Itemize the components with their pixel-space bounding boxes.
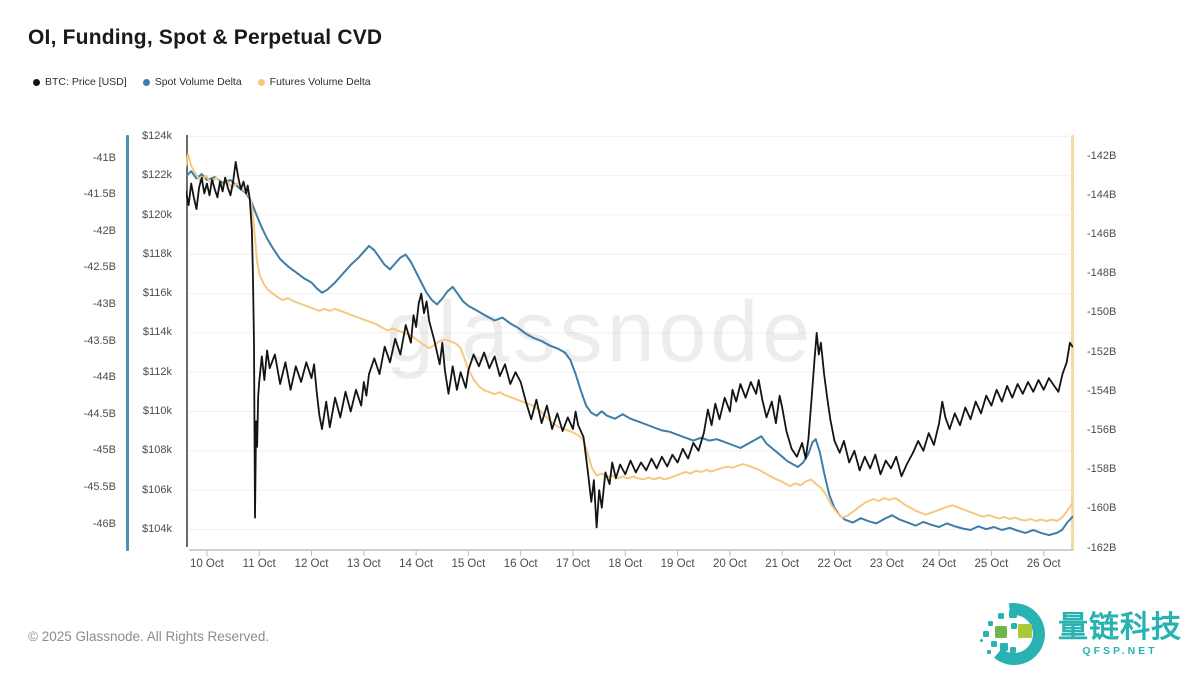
x-axis-tick-label: 26 Oct	[1026, 558, 1061, 570]
axis-tick-label: -41.5B	[83, 188, 116, 201]
x-axis-tick-label: 16 Oct	[503, 558, 538, 570]
x-axis-tick-label: 12 Oct	[294, 558, 329, 570]
mosaic-square	[998, 613, 1004, 619]
mosaic-square	[1000, 643, 1008, 651]
legend-item-btc-price[interactable]: BTC: Price [USD]	[33, 76, 127, 88]
axis-tick-label: -46B	[92, 517, 116, 530]
mosaic-square	[988, 621, 993, 626]
x-axis-tick-label: 18 Oct	[608, 558, 643, 570]
x-axis-tick-label: 24 Oct	[922, 558, 957, 570]
mosaic-square	[980, 639, 983, 642]
brand-mosaic-globe-icon	[980, 603, 1045, 665]
x-axis-tick-label: 14 Oct	[399, 558, 434, 570]
legend-label: Futures Volume Delta	[269, 76, 371, 88]
axis-tick-label: -44.5B	[83, 407, 116, 420]
axis-tick-label: -150B	[1087, 306, 1117, 319]
mosaic-square	[1018, 606, 1023, 611]
x-axis-tick-label: 21 Oct	[765, 558, 800, 570]
axis-tick-label: -154B	[1087, 384, 1117, 397]
spot-volume-delta-legend-dot-icon	[142, 78, 150, 86]
legend-label: BTC: Price [USD]	[45, 76, 127, 88]
btc-price-usd--line	[186, 160, 1073, 529]
spot-axis-bar	[126, 135, 129, 551]
mosaic-square	[987, 650, 991, 654]
mosaic-square	[1011, 623, 1017, 629]
axis-tick-label: $118k	[142, 247, 172, 260]
legend: BTC: Price [USD] Spot Volume Delta Futur…	[33, 76, 371, 88]
brand-text: 量链科技 QFSP.NET	[1058, 611, 1182, 657]
x-axis-tick-label: 23 Oct	[869, 558, 904, 570]
axis-tick-label: $120k	[142, 208, 172, 221]
axis-tick-label: -162B	[1087, 541, 1117, 554]
axis-tick-label: -158B	[1087, 463, 1117, 476]
axis-tick-label: -148B	[1087, 267, 1117, 280]
axis-tick-label: -160B	[1087, 502, 1117, 515]
axis-tick-label: -43B	[92, 297, 116, 310]
mosaic-square	[1002, 655, 1007, 660]
copyright: © 2025 Glassnode. All Rights Reserved.	[28, 629, 270, 644]
page-title: OI, Funding, Spot & Perpetual CVD	[28, 26, 383, 49]
plot-area[interactable]: glassnode	[186, 135, 1073, 559]
axis-tick-label: -44B	[92, 371, 116, 384]
mosaic-square	[1010, 647, 1016, 653]
mosaic-square	[1014, 656, 1018, 660]
axis-tick-label: $116k	[142, 287, 172, 300]
axis-tick-label: -45.5B	[83, 481, 116, 493]
x-axis-tick-label: 13 Oct	[346, 558, 381, 570]
brand-logo[interactable]: 量链科技 QFSP.NET	[978, 601, 1182, 667]
axis-tick-label: -45B	[92, 444, 116, 457]
axis-tick-label: -42B	[92, 224, 116, 237]
legend-label: Spot Volume Delta	[154, 76, 242, 88]
x-axis-tick-label: 20 Oct	[712, 558, 747, 570]
x-axis-tick-label: 17 Oct	[556, 558, 590, 570]
axis-tick-label: $124k	[142, 129, 172, 142]
mosaic-square	[991, 641, 997, 647]
mosaic-square	[1018, 624, 1032, 638]
x-axis-tick-label: 19 Oct	[660, 558, 695, 570]
axis-tick-label: $106k	[142, 483, 172, 496]
brand-site: QFSP.NET	[1082, 645, 1158, 657]
axis-tick-label: -152B	[1087, 345, 1117, 358]
axis-tick-label: $122k	[142, 169, 172, 182]
futures-volume-delta-legend-dot-icon	[257, 78, 265, 86]
x-axis-tick-label: 15 Oct	[451, 558, 486, 570]
mosaic-square	[983, 631, 989, 637]
axis-tick-label: -144B	[1087, 188, 1117, 201]
axis-tick-label: -41B	[92, 151, 116, 164]
axis-tick-label: $108k	[142, 444, 172, 457]
spot-volume-delta-line	[186, 170, 1073, 537]
axis-tick-label: $114k	[142, 326, 172, 339]
x-axis-tick-label: 25 Oct	[974, 558, 1009, 570]
glassnode-watermark: glassnode	[386, 284, 814, 380]
axis-tick-label: $110k	[142, 405, 172, 417]
mosaic-square	[995, 626, 1007, 638]
futures-axis-bar	[1071, 135, 1074, 551]
x-axis-tick-label: 11 Oct	[242, 558, 276, 570]
axis-tick-label: $104k	[142, 522, 172, 535]
axis-tick-label: $112k	[142, 365, 172, 378]
axis-tick-label: -42.5B	[83, 261, 116, 274]
axis-tick-label: -142B	[1087, 149, 1117, 162]
legend-item-futures-volume-delta[interactable]: Futures Volume Delta	[257, 76, 371, 88]
axis-tick-label: -146B	[1087, 227, 1117, 240]
axis-tick-label: -43.5B	[83, 334, 116, 347]
x-axis-tick-label: 10 Oct	[189, 558, 224, 570]
mosaic-square	[1009, 610, 1017, 618]
btc-price-legend-dot-icon	[33, 78, 40, 86]
x-axis-tick-label: 22 Oct	[817, 558, 852, 570]
brand-name: 量链科技	[1058, 611, 1182, 644]
legend-item-spot-volume-delta[interactable]: Spot Volume Delta	[142, 76, 242, 88]
axis-tick-label: -156B	[1087, 423, 1117, 436]
